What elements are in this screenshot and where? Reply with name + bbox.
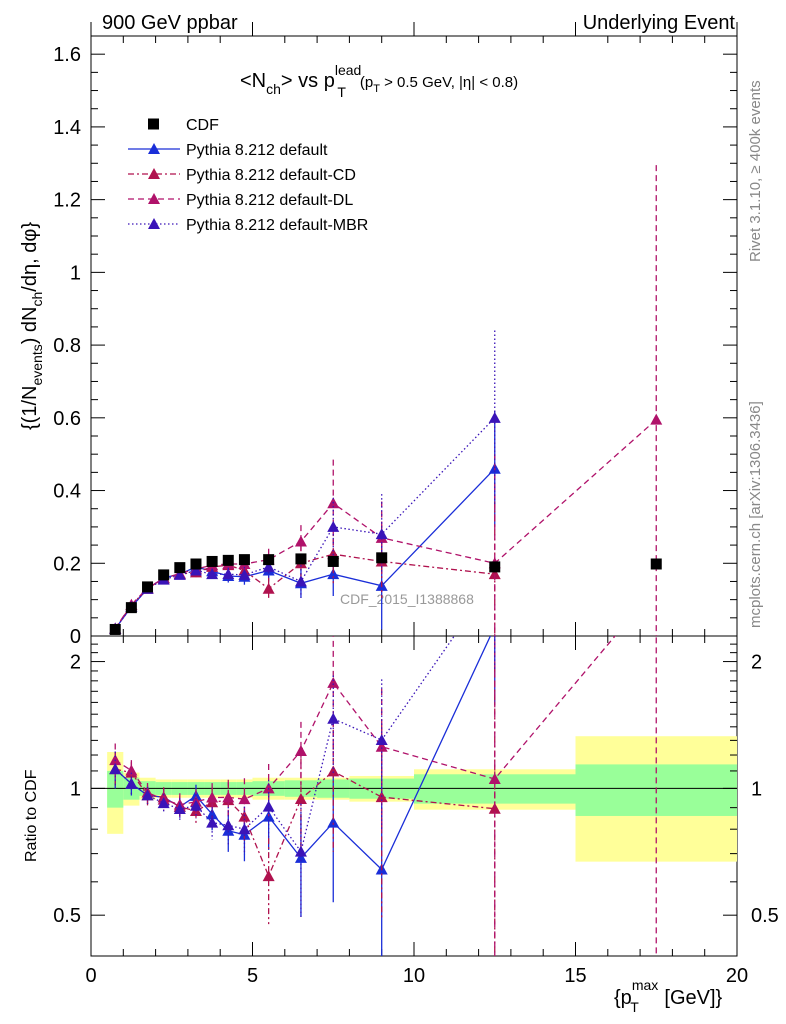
ratio-tick-label-right: 2 — [751, 652, 762, 674]
cdf-point — [650, 558, 662, 570]
data-point — [375, 528, 388, 540]
ratio-point — [294, 793, 307, 805]
analysis-watermark: CDF_2015_I1388868 — [340, 591, 474, 607]
legend-label: Pythia 8.212 default-DL — [186, 192, 353, 209]
legend-label: Pythia 8.212 default-MBR — [186, 217, 368, 234]
ratio-point — [238, 793, 251, 805]
x-tick-label: 10 — [403, 965, 425, 987]
y-tick-label: 1.6 — [53, 44, 81, 66]
ratio-point — [262, 870, 275, 882]
ratio-point — [327, 676, 340, 688]
cdf-point — [206, 555, 218, 567]
y-tick-label: 0.8 — [53, 335, 81, 357]
legend-marker — [148, 218, 160, 229]
data-point — [488, 568, 501, 580]
data-point — [650, 413, 663, 425]
cdf-point — [142, 581, 154, 593]
y-tick-label: 0.2 — [53, 553, 81, 575]
legend-label: Pythia 8.212 default — [186, 142, 328, 159]
cdf-point — [238, 554, 250, 566]
y-tick-label: 1.2 — [53, 190, 81, 212]
ratio-tick-label-right: 0.5 — [751, 905, 779, 927]
data-point — [262, 582, 275, 594]
data-point — [222, 568, 235, 580]
y-tick-label: 0.4 — [53, 481, 81, 503]
data-point — [262, 560, 275, 572]
cdf-point — [263, 554, 275, 566]
data-point — [294, 535, 307, 547]
x-tick-label: 15 — [564, 965, 586, 987]
data-point — [189, 564, 202, 576]
legend: CDF Pythia 8.212 default Pythia 8.212 defa… — [128, 117, 368, 234]
cdf-point — [109, 623, 121, 635]
data-point — [173, 568, 186, 580]
y-tick-label: 1 — [70, 262, 81, 284]
ratio-point — [375, 740, 388, 752]
ratio-point — [109, 763, 122, 775]
x-tick-label: 0 — [85, 965, 96, 987]
axes: 0 5 10 15 20 0 0.2 0.4 0.6 0.8 1 1.2 1.4 1.6 0.5 0.5 1 1 2… — [53, 22, 779, 987]
header-left: 900 GeV ppbar — [102, 12, 238, 34]
ratio-tick-label-right: 1 — [751, 778, 762, 800]
y-tick-label: 0 — [70, 626, 81, 648]
data-point — [327, 520, 340, 532]
ratio-tick-label-left: 0.5 — [53, 905, 81, 927]
y-axis-label: {(1/Nevents) dNch/dη, dφ} — [19, 222, 45, 430]
ratio-point — [125, 764, 138, 776]
data-point — [294, 575, 307, 587]
cdf-point — [489, 561, 501, 573]
header-right: Underlying Event — [583, 12, 736, 34]
cdf-point — [174, 562, 186, 574]
data-point — [488, 411, 501, 423]
ratio-point — [294, 845, 307, 857]
ratio-point — [157, 797, 170, 809]
data-point — [238, 568, 251, 580]
band-stat — [107, 770, 124, 808]
y-tick-label: 1.4 — [53, 117, 81, 139]
x-tick-label: 20 — [726, 965, 748, 987]
x-tick-label: 5 — [247, 965, 258, 987]
ratio-point — [327, 712, 340, 724]
ratio-data — [109, 636, 657, 956]
plot-title: <Nch> vs plead T(pT > 0.5 GeV, |η| < 0.8) — [240, 62, 518, 100]
ratio-line-pythia-8-212-default-dl — [114, 636, 616, 806]
data-point — [206, 568, 219, 580]
series-line-pythia-8-212-default-cd — [114, 553, 495, 630]
cdf-point — [222, 554, 234, 566]
ratio-tick-label-left: 2 — [70, 652, 81, 674]
cdf-point — [327, 555, 339, 567]
legend-marker-cdf — [148, 118, 159, 130]
legend-label: CDF — [186, 117, 219, 134]
legend-marker — [148, 168, 160, 179]
cdf-point — [125, 602, 137, 614]
cdf-point — [190, 558, 202, 570]
y-tick-label: 0.6 — [53, 408, 81, 430]
series-line-pythia-8-212-default-mbr — [114, 417, 496, 630]
main-data — [109, 165, 663, 636]
ratio-y-axis-label: Ratio to CDF — [23, 769, 40, 862]
rivet-label: Rivet 3.1.10, ≥ 400k events — [747, 80, 764, 262]
mcplots-label: mcplots.cern.ch [arXiv:1306.3436] — [747, 401, 764, 628]
cdf-point — [376, 552, 388, 564]
cdf-point — [295, 553, 307, 565]
x-axis-label: {pmax T [GeV]} — [614, 977, 723, 1015]
series-line-pythia-8-212-default-dl — [114, 419, 657, 629]
legend-marker — [148, 143, 160, 154]
ratio-tick-label-left: 1 — [70, 778, 81, 800]
ratio-point — [488, 802, 501, 814]
legend-marker — [148, 193, 160, 204]
data-point — [327, 568, 340, 580]
ratio-line-pythia-8-212-default-mbr — [114, 636, 456, 854]
cdf-point — [158, 569, 170, 581]
legend-label: Pythia 8.212 default-CD — [186, 167, 356, 184]
ratio-point — [262, 800, 275, 812]
